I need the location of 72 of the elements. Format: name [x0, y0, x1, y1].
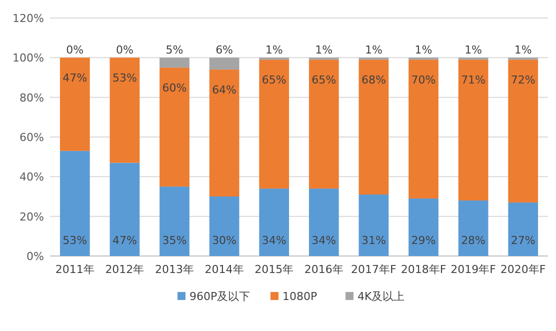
data-label: 1% [464, 44, 482, 57]
data-label: 34% [312, 234, 336, 247]
data-label: 35% [162, 234, 187, 247]
bar [458, 60, 488, 200]
bar [508, 60, 538, 202]
x-tick-label: 2015年 [254, 263, 294, 276]
data-label: 1% [315, 44, 333, 57]
bar [60, 150, 90, 256]
data-label: 71% [461, 74, 486, 87]
data-label: 5% [166, 44, 184, 57]
data-label: 1% [265, 44, 283, 57]
x-tick-label: 2011年 [55, 263, 94, 276]
bar [160, 58, 190, 68]
data-label: 34% [262, 234, 286, 247]
data-label: 65% [262, 74, 286, 87]
x-tick-label: 2014年 [204, 263, 244, 276]
x-tick-label: 2013年 [155, 263, 194, 276]
data-label: 1% [364, 44, 382, 57]
data-label: 28% [461, 234, 486, 247]
y-tick-label: 80% [20, 91, 44, 104]
bar [110, 58, 140, 163]
bar [259, 188, 290, 256]
data-label: 65% [312, 74, 336, 87]
bar [508, 202, 538, 256]
x-tick-label: 2020年F [500, 263, 546, 276]
bar [358, 60, 389, 195]
bar [110, 162, 140, 256]
x-tick-label: 2019年F [450, 263, 496, 276]
bar [209, 196, 240, 256]
bar [458, 200, 488, 256]
bar [160, 186, 190, 256]
x-tick-label: 2016年 [304, 263, 344, 276]
data-label: 30% [212, 234, 237, 247]
legend-label: 960P及以下 [190, 290, 250, 303]
bar [60, 58, 90, 151]
data-label: 29% [411, 234, 436, 247]
bar [408, 60, 438, 198]
legend-label: 1080P [282, 290, 318, 303]
data-label: 47% [62, 72, 88, 85]
data-label: 0% [66, 44, 84, 57]
y-tick-label: 20% [20, 210, 44, 224]
bar [308, 60, 339, 189]
bar [160, 68, 190, 187]
x-tick-label: 2017年F [351, 263, 396, 276]
data-label: 53% [112, 72, 137, 85]
x-tick-label: 2012年 [105, 263, 144, 276]
y-tick-label: 60% [20, 131, 44, 144]
data-label: 1% [414, 44, 432, 57]
data-label: 70% [411, 74, 436, 87]
data-label: 72% [510, 74, 536, 87]
y-tick-label: 120% [12, 12, 44, 25]
data-label: 6% [216, 44, 234, 57]
bar [209, 58, 240, 70]
data-label: 64% [212, 84, 237, 97]
data-label: 68% [361, 74, 386, 87]
data-label: 47% [112, 234, 137, 247]
data-label: 60% [162, 82, 187, 95]
bar [259, 60, 290, 189]
data-label: 27% [510, 234, 536, 247]
bar [308, 188, 339, 256]
data-label: 1% [514, 44, 532, 57]
bar [358, 194, 389, 256]
data-label: 31% [361, 234, 386, 247]
y-tick-label: 0% [26, 250, 44, 263]
data-label: 0% [116, 44, 134, 57]
data-label: 53% [62, 234, 88, 247]
x-tick-label: 2018年F [400, 263, 446, 276]
y-tick-label: 100% [12, 52, 44, 65]
bar [209, 70, 240, 196]
legend-label: 4K及以上 [358, 290, 405, 303]
bar [408, 198, 438, 256]
y-tick-label: 40% [20, 170, 44, 184]
